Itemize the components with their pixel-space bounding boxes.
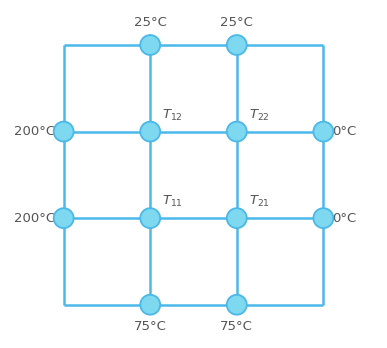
Circle shape	[227, 122, 247, 142]
Circle shape	[54, 208, 74, 228]
Text: $T_{11}$: $T_{11}$	[162, 195, 183, 209]
Text: $T_{22}$: $T_{22}$	[249, 108, 270, 123]
Text: $T_{21}$: $T_{21}$	[249, 195, 270, 209]
Circle shape	[140, 295, 160, 315]
Circle shape	[140, 208, 160, 228]
Text: 75°C: 75°C	[134, 320, 167, 333]
Circle shape	[140, 35, 160, 55]
Text: 200°C: 200°C	[14, 212, 55, 225]
Circle shape	[313, 208, 333, 228]
Text: $T_{12}$: $T_{12}$	[162, 108, 183, 123]
Circle shape	[227, 208, 247, 228]
Text: 200°C: 200°C	[14, 125, 55, 138]
Circle shape	[227, 295, 247, 315]
Text: 75°C: 75°C	[220, 320, 253, 333]
Circle shape	[313, 122, 333, 142]
Circle shape	[140, 122, 160, 142]
Text: 0°C: 0°C	[332, 212, 356, 225]
Circle shape	[227, 35, 247, 55]
Text: 0°C: 0°C	[332, 125, 356, 138]
Text: 25°C: 25°C	[220, 16, 253, 30]
Text: 25°C: 25°C	[134, 16, 167, 30]
Circle shape	[54, 122, 74, 142]
